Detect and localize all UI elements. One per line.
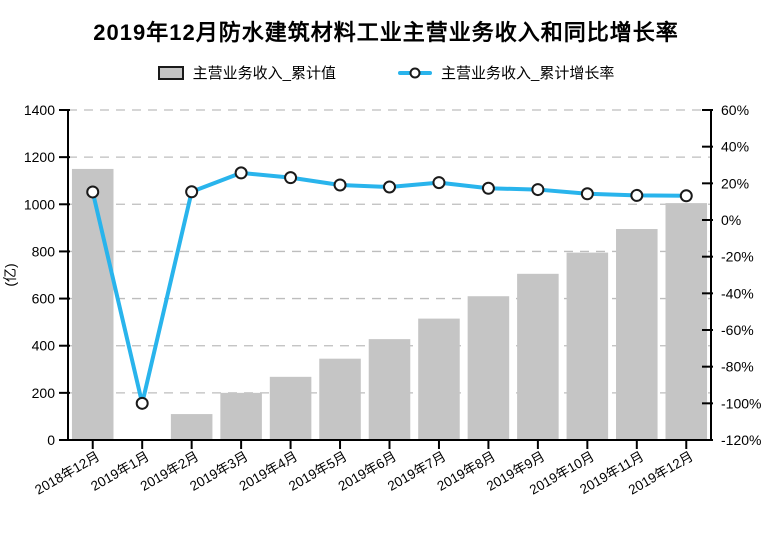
growth-marker <box>531 183 545 197</box>
chart-page: 2019年12月防水建筑材料工业主营业务收入和同比增长率 主营业务收入_累计值 … <box>0 15 772 517</box>
right-tick-label: 20% <box>721 175 749 191</box>
revenue-bar <box>170 414 213 440</box>
left-tick-label: 600 <box>32 291 56 307</box>
legend-item-growth: 主营业务收入_累计增长率 <box>398 62 614 83</box>
right-tick-label: -40% <box>721 285 754 301</box>
revenue-bar <box>368 339 411 440</box>
growth-marker <box>432 176 446 190</box>
growth-marker <box>333 178 347 192</box>
growth-marker <box>679 189 693 203</box>
left-tick-label: 1200 <box>24 149 55 165</box>
right-tick-label: -120% <box>721 432 761 448</box>
bar-swatch-icon <box>157 65 184 80</box>
right-tick-label: -80% <box>721 359 754 375</box>
revenue-bar <box>220 392 262 440</box>
legend-label-growth: 主营业务收入_累计增长率 <box>441 65 615 82</box>
right-tick-label: 40% <box>721 139 749 155</box>
growth-marker <box>383 180 396 194</box>
x-tick-label: 2018年12月 <box>32 449 102 498</box>
right-tick-label: 60% <box>721 102 749 118</box>
left-axis-unit-label: (亿) <box>2 263 18 286</box>
revenue-bar <box>665 203 708 440</box>
left-tick-label: 200 <box>32 385 56 401</box>
growth-marker <box>234 166 248 180</box>
growth-marker <box>284 171 298 185</box>
line-marker-swatch-icon <box>398 66 432 80</box>
growth-marker <box>580 187 594 201</box>
legend: 主营业务收入_累计值 主营业务收入_累计增长率 <box>0 62 772 83</box>
revenue-bar <box>616 229 658 440</box>
growth-marker <box>135 396 149 410</box>
right-tick-label: -20% <box>721 249 754 265</box>
right-tick-label: -60% <box>721 322 754 338</box>
revenue-bar <box>467 296 510 440</box>
revenue-bar <box>71 168 114 440</box>
left-tick-label: 1000 <box>24 196 55 212</box>
growth-marker <box>630 188 644 202</box>
left-tick-label: 1400 <box>24 102 55 118</box>
left-tick-label: 0 <box>47 432 55 448</box>
revenue-bar <box>566 252 609 440</box>
left-tick-label: 800 <box>32 243 56 259</box>
combo-chart: 0 200 400 600 800 1000 1200 1400 -120% -100% -80% -… <box>2 102 761 498</box>
revenue-bar <box>319 358 361 440</box>
chart-title: 2019年12月防水建筑材料工业主营业务收入和同比增长率 <box>93 20 679 45</box>
growth-marker <box>185 185 199 199</box>
legend-item-revenue: 主营业务收入_累计值 <box>157 62 336 83</box>
revenue-bar <box>517 273 559 440</box>
right-tick-label: 0% <box>721 212 741 228</box>
left-tick-label: 400 <box>32 338 56 354</box>
line-swatch-dot <box>409 67 421 78</box>
revenue-bar <box>418 318 460 440</box>
legend-label-revenue: 主营业务收入_累计值 <box>192 65 336 82</box>
right-tick-label: -100% <box>721 395 761 411</box>
revenue-bar <box>269 376 312 440</box>
growth-marker <box>481 181 495 195</box>
growth-marker <box>86 185 100 199</box>
